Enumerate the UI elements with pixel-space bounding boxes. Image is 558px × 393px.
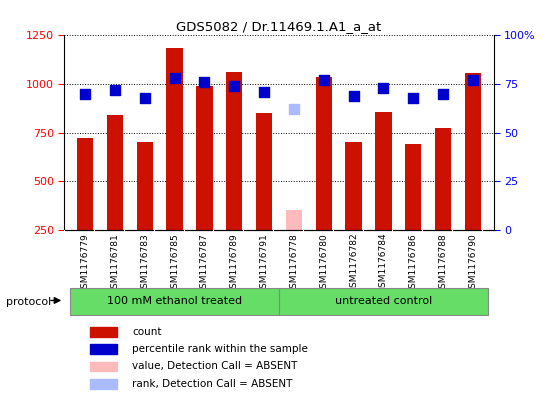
Bar [77, 138, 93, 230]
Point [439, 90, 448, 97]
Text: GSM1176788: GSM1176788 [439, 233, 448, 294]
Point [319, 77, 328, 83]
Text: protocol: protocol [6, 297, 51, 307]
Text: GSM1176782: GSM1176782 [349, 233, 358, 294]
Bar [90, 327, 117, 337]
Bar [196, 86, 213, 230]
Bar [256, 113, 272, 230]
Text: 100 mM ethanol treated: 100 mM ethanol treated [107, 296, 242, 306]
Bar [137, 142, 153, 230]
Bar [90, 362, 117, 371]
Point [230, 83, 239, 89]
Bar [465, 73, 481, 230]
Text: rank, Detection Call = ABSENT: rank, Detection Call = ABSENT [132, 379, 292, 389]
Bar [316, 77, 332, 230]
Point [469, 77, 478, 83]
Point [110, 87, 119, 93]
Point [170, 75, 179, 81]
Bar [435, 128, 451, 230]
Text: value, Detection Call = ABSENT: value, Detection Call = ABSENT [132, 362, 297, 371]
Text: GSM1176786: GSM1176786 [409, 233, 418, 294]
Point [140, 94, 149, 101]
Bar [405, 144, 421, 230]
Bar [166, 48, 183, 230]
Bar [375, 112, 392, 230]
Text: GSM1176790: GSM1176790 [469, 233, 478, 294]
Text: GSM1176789: GSM1176789 [230, 233, 239, 294]
Text: GSM1176779: GSM1176779 [80, 233, 89, 294]
Text: GSM1176780: GSM1176780 [319, 233, 328, 294]
Text: GSM1176787: GSM1176787 [200, 233, 209, 294]
Point [409, 94, 418, 101]
Bar [279, 288, 488, 315]
Text: GSM1176784: GSM1176784 [379, 233, 388, 294]
Point [259, 89, 268, 95]
Text: GSM1176781: GSM1176781 [110, 233, 119, 294]
Bar [345, 142, 362, 230]
Text: GSM1176783: GSM1176783 [140, 233, 149, 294]
Title: GDS5082 / Dr.11469.1.A1_a_at: GDS5082 / Dr.11469.1.A1_a_at [176, 20, 382, 33]
Bar [90, 379, 117, 389]
Bar [226, 72, 242, 230]
Text: GSM1176785: GSM1176785 [170, 233, 179, 294]
Point [80, 90, 89, 97]
Bar [107, 115, 123, 230]
Text: GSM1176778: GSM1176778 [290, 233, 299, 294]
Text: untreated control: untreated control [335, 296, 432, 306]
Bar [70, 288, 279, 315]
Point [290, 106, 299, 112]
Text: GSM1176791: GSM1176791 [259, 233, 268, 294]
Bar [286, 210, 302, 230]
Point [200, 79, 209, 85]
Point [349, 92, 358, 99]
Bar [90, 344, 117, 354]
Point [379, 85, 388, 91]
Text: percentile rank within the sample: percentile rank within the sample [132, 344, 308, 354]
Text: count: count [132, 327, 161, 337]
